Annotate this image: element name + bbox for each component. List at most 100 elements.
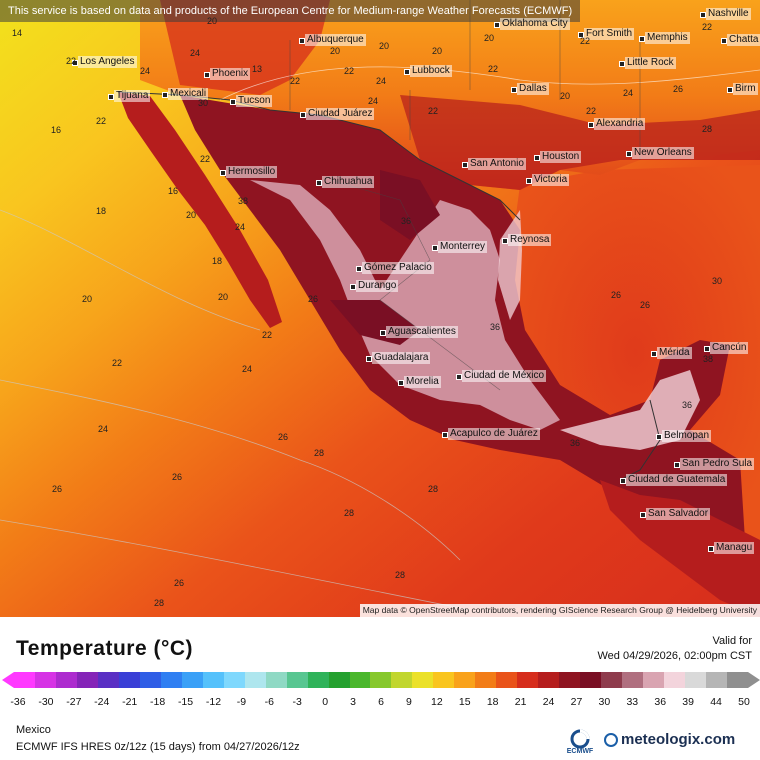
map-attribution: Map data © OpenStreetMap contributors, r… [359, 604, 760, 617]
isotherm-value: 20 [207, 16, 218, 26]
isotherm-value: 26 [611, 290, 622, 300]
isotherm-value: 14 [12, 28, 23, 38]
scale-segment [160, 672, 182, 688]
scale-segment [265, 672, 287, 688]
temperature-map[interactable]: This service is based on data and produc… [0, 0, 760, 617]
city-label: Dallas [511, 83, 549, 95]
isotherm-value: 20 [484, 33, 495, 43]
ecmwf-notice-banner: This service is based on data and produc… [0, 0, 581, 22]
scale-tick-label: 15 [458, 696, 471, 708]
scale-segment [328, 672, 350, 688]
isotherm-value: 36 [490, 322, 501, 332]
legend-title: Temperature (°C) [16, 637, 194, 660]
isotherm-value: 26 [278, 432, 289, 442]
scale-segment [97, 672, 119, 688]
scale-segment [223, 672, 245, 688]
isotherm-value: 24 [140, 66, 151, 76]
city-label: Hermosillo [219, 166, 278, 178]
isotherm-value: 26 [308, 294, 319, 304]
scale-tick-label: -6 [264, 696, 274, 708]
scale-segment [139, 672, 161, 688]
isotherm-value: 22 [200, 154, 211, 164]
region-label: Mexico [16, 724, 51, 736]
city-label: Phoenix [203, 68, 251, 80]
scale-segment [244, 672, 266, 688]
city-label: Chihuahua [315, 176, 375, 188]
city-label: San Pedro Sula [673, 458, 755, 470]
city-label: Alexandria [587, 118, 646, 130]
scale-tick-label: -15 [177, 696, 194, 708]
isotherm-value: 28 [428, 484, 439, 494]
scale-tick-label: 18 [486, 696, 499, 708]
city-label: Aguascalientes [380, 326, 458, 338]
isotherm-value: 24 [98, 424, 109, 434]
scale-segment [726, 672, 748, 688]
meteologix-brand-text: meteologix.com [621, 731, 736, 748]
meteologix-brand[interactable]: meteologix.com [604, 731, 735, 748]
city-label: Durango [349, 280, 399, 292]
isotherm-value: 28 [395, 570, 406, 580]
scale-segment [55, 672, 77, 688]
scale-tick-label: 0 [322, 696, 329, 708]
city-label: Little Rock [619, 57, 676, 69]
isotherm-value: 30 [198, 98, 209, 108]
city-label: Nashville [700, 8, 751, 20]
scale-segment [705, 672, 727, 688]
ecmwf-logo-text: ECMWF [566, 748, 594, 755]
scale-segment [454, 672, 476, 688]
city-label: Tucson [229, 95, 273, 107]
scale-segment [622, 672, 644, 688]
scale-tick-label: 33 [626, 696, 639, 708]
scale-tick-label: -21 [122, 696, 138, 708]
city-label: Birm [727, 83, 758, 95]
isotherm-value: 28 [154, 598, 165, 608]
scale-segment [307, 672, 329, 688]
city-label: Lubbock [404, 65, 452, 77]
scale-segment [559, 672, 581, 688]
city-label: Fort Smith [577, 28, 635, 40]
scale-segment [496, 672, 518, 688]
scale-tick-label: -36 [10, 696, 26, 708]
scale-tick-label: 39 [682, 696, 694, 708]
isotherm-value: 22 [66, 56, 77, 66]
city-label: Monterrey [431, 241, 488, 253]
isotherm-value: 20 [186, 210, 197, 220]
scale-segment [370, 672, 392, 688]
isotherm-value: 16 [168, 186, 179, 196]
city-label: Morelia [398, 376, 441, 388]
scale-max-arrow [748, 672, 760, 688]
isotherm-value: 26 [640, 300, 651, 310]
isotherm-value: 28 [314, 448, 325, 458]
legend-panel: Temperature (°C) Valid for Wed 04/29/202… [0, 617, 760, 760]
isotherm-value: 22 [290, 76, 301, 86]
isotherm-value: 26 [172, 472, 183, 482]
scale-segment [76, 672, 98, 688]
city-label: Belmopan [655, 430, 712, 442]
city-label: Memphis [639, 32, 690, 44]
city-label: Acapulco de Juárez [442, 428, 540, 440]
color-scale-bar [14, 672, 748, 688]
isotherm-value: 18 [96, 206, 107, 216]
isotherm-value: 16 [51, 125, 62, 135]
scale-tick-label: -3 [292, 696, 302, 708]
scale-segment [643, 672, 665, 688]
isotherm-value: 38 [238, 196, 249, 206]
isotherm-value: 28 [344, 508, 355, 518]
city-label: Los Angeles [72, 56, 137, 68]
isotherm-value: 22 [428, 106, 439, 116]
state-borders-mx [329, 179, 501, 391]
city-label: Oklahoma City [494, 18, 570, 30]
scale-segment [349, 672, 371, 688]
isotherm-value: 30 [712, 276, 723, 286]
scale-segment [433, 672, 455, 688]
city-label: New Orleans [626, 147, 694, 159]
city-label: Mexicali [161, 88, 209, 100]
isotherm [0, 209, 261, 331]
city-label: Houston [533, 151, 582, 163]
scale-segment [580, 672, 602, 688]
scale-tick-label: 6 [378, 696, 384, 708]
isotherm-value: 20 [218, 292, 229, 302]
valid-for-label: Valid for [712, 635, 752, 647]
ecmwf-logo[interactable]: ECMWF [562, 728, 598, 758]
isotherm-value: 36 [401, 216, 412, 226]
